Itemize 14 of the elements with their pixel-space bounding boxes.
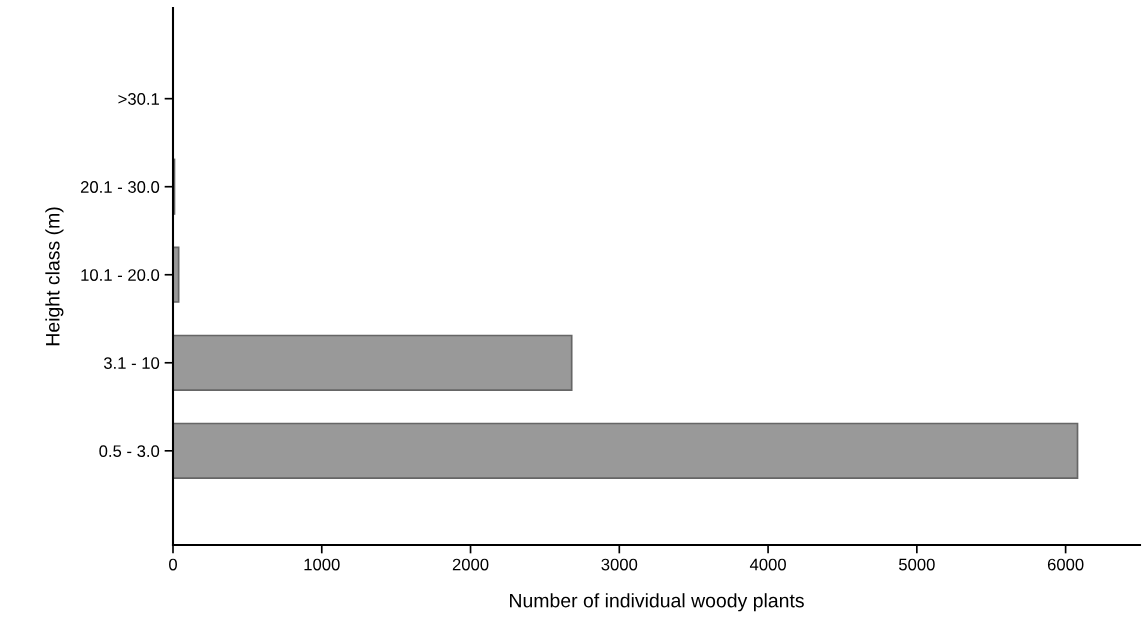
y-axis-title: Height class (m): [45, 207, 64, 346]
y-tick-label: 3.1 - 10: [103, 357, 160, 369]
x-tick-label: 6000: [1047, 558, 1084, 571]
x-tick-label: 3000: [601, 558, 638, 571]
y-tick-label: 20.1 - 30.0: [80, 181, 160, 193]
x-tick-label: 5000: [898, 558, 935, 571]
y-tick-label: 10.1 - 20.0: [81, 269, 160, 281]
y-tick-label: >30.1: [118, 93, 159, 105]
x-tick-label: 4000: [749, 558, 786, 571]
x-axis-title: Number of individual woody plants: [510, 593, 804, 612]
y-tick-label: 0.5 - 3.0: [99, 445, 160, 458]
x-tick-label: 1000: [304, 558, 340, 571]
x-tick-label: 0: [169, 558, 177, 571]
x-tick-label: 2000: [452, 558, 489, 571]
